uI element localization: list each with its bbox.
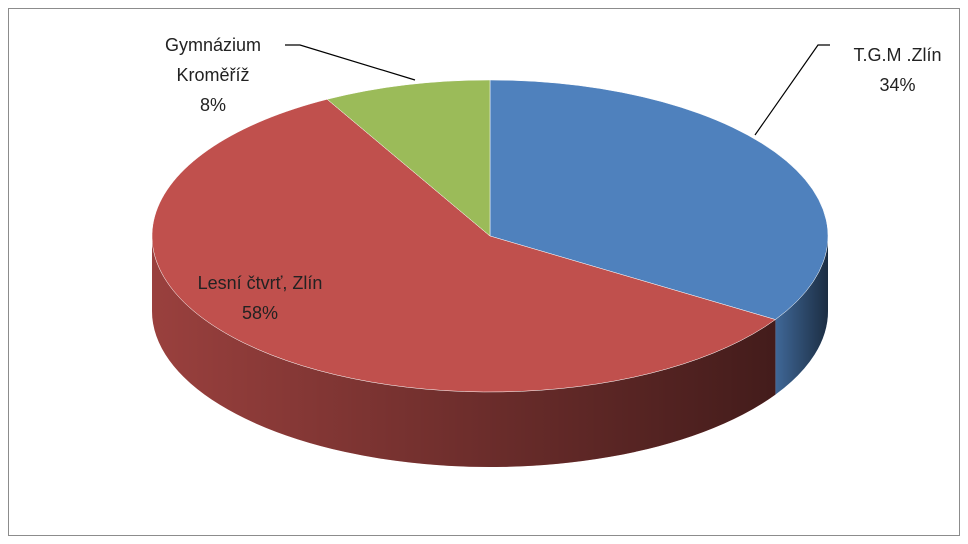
category-label: Lesní čtvrť, Zlín <box>197 273 323 293</box>
value-label: 58% <box>241 303 279 323</box>
slice <box>151 99 776 393</box>
slice <box>326 79 491 237</box>
value-label: 8% <box>199 95 226 115</box>
leader-line <box>754 44 830 136</box>
slice-side-shade <box>775 236 828 395</box>
data-label: Lesní čtvrť, Zlín 58% <box>170 268 350 328</box>
value-label: 34% <box>879 75 916 95</box>
leader-line <box>285 44 416 81</box>
category-label: Gymnázium Kroměříž <box>164 35 262 85</box>
data-label: Gymnázium Kroměříž 8% <box>138 30 288 120</box>
category-label: T.G.M .Zlín <box>853 45 942 65</box>
data-label: T.G.M .Zlín 34% <box>835 40 960 100</box>
slice-side-shade <box>152 236 776 468</box>
slice <box>489 79 829 320</box>
